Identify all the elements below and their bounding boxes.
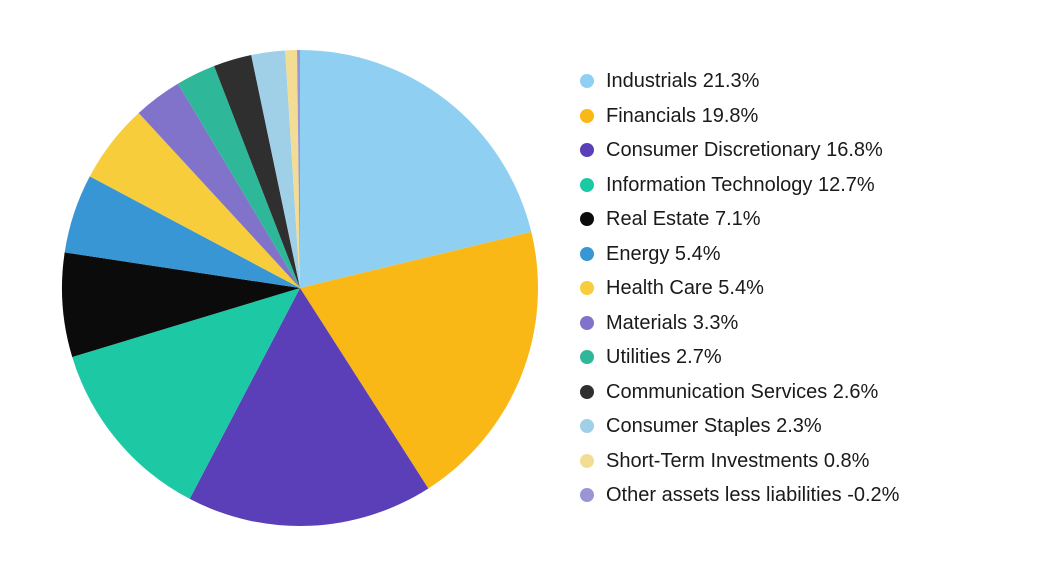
legend-label: Consumer Discretionary 16.8% [606, 135, 883, 165]
chart-container: Industrials 21.3% Financials 19.8% Consume… [0, 0, 1056, 576]
legend-label: Health Care 5.4% [606, 273, 764, 303]
legend-item: Short-Term Investments 0.8% [580, 446, 1036, 476]
legend-item: Information Technology 12.7% [580, 170, 1036, 200]
legend-swatch [580, 419, 594, 433]
legend-label: Materials 3.3% [606, 308, 738, 338]
legend-label: Other assets less liabilities -0.2% [606, 480, 899, 510]
legend-label: Consumer Staples 2.3% [606, 411, 822, 441]
legend-swatch [580, 74, 594, 88]
legend-swatch [580, 454, 594, 468]
legend-item: Communication Services 2.6% [580, 377, 1036, 407]
legend-swatch [580, 281, 594, 295]
legend-item: Financials 19.8% [580, 101, 1036, 131]
legend-item: Utilities 2.7% [580, 342, 1036, 372]
legend-item: Materials 3.3% [580, 308, 1036, 338]
legend-swatch [580, 143, 594, 157]
legend-item: Energy 5.4% [580, 239, 1036, 269]
legend-item: Industrials 21.3% [580, 66, 1036, 96]
legend-label: Communication Services 2.6% [606, 377, 878, 407]
legend-label: Real Estate 7.1% [606, 204, 761, 234]
legend-swatch [580, 316, 594, 330]
legend-item: Health Care 5.4% [580, 273, 1036, 303]
legend-label: Industrials 21.3% [606, 66, 759, 96]
legend-swatch [580, 350, 594, 364]
pie-chart-svg [0, 0, 560, 576]
legend-item: Other assets less liabilities -0.2% [580, 480, 1036, 510]
legend-item: Consumer Discretionary 16.8% [580, 135, 1036, 165]
legend-label: Information Technology 12.7% [606, 170, 875, 200]
legend-area: Industrials 21.3% Financials 19.8% Consume… [560, 62, 1056, 515]
legend-label: Short-Term Investments 0.8% [606, 446, 869, 476]
legend-swatch [580, 212, 594, 226]
legend-swatch [580, 247, 594, 261]
legend-swatch [580, 178, 594, 192]
legend-label: Energy 5.4% [606, 239, 721, 269]
legend-label: Utilities 2.7% [606, 342, 722, 372]
legend-swatch [580, 385, 594, 399]
legend-item: Real Estate 7.1% [580, 204, 1036, 234]
legend-swatch [580, 109, 594, 123]
legend-item: Consumer Staples 2.3% [580, 411, 1036, 441]
legend-label: Financials 19.8% [606, 101, 758, 131]
pie-chart-area [0, 0, 560, 576]
legend-swatch [580, 488, 594, 502]
